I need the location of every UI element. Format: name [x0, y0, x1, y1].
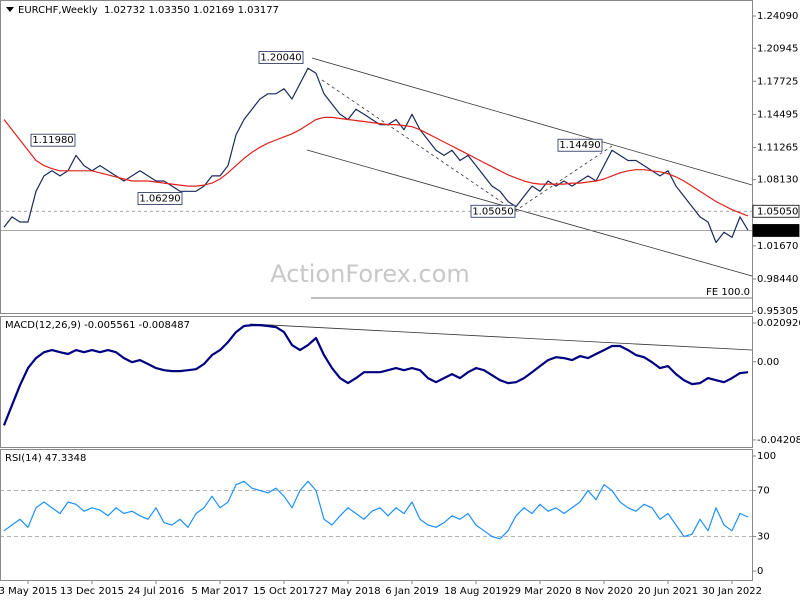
y-tick-label: 0.020926	[757, 318, 800, 329]
y-tick-label: 1.17725	[757, 76, 798, 87]
annotation-label: 1.14490	[559, 140, 600, 151]
price-label: 1.05050	[757, 206, 798, 217]
y-tick-label: 1.20945	[757, 43, 798, 54]
rsi-title: RSI(14) 47.3348	[5, 453, 86, 464]
projection-line	[321, 79, 516, 212]
fe-label: FE 100.0	[706, 287, 750, 298]
y-tick-label: 70	[757, 485, 770, 496]
x-tick-label: 8 Nov 2020	[575, 586, 633, 597]
y-tick-label: 1.11265	[757, 143, 798, 154]
price-label: 1.03177	[757, 225, 798, 236]
annotation-box	[557, 138, 603, 152]
price-title: EURCHF,Weekly 1.02732 1.03350 1.02169 1.…	[18, 5, 279, 16]
y-tick-label: -0.042089	[757, 435, 800, 446]
price-label-box	[752, 224, 800, 237]
annotation-label: 1.20040	[260, 53, 301, 64]
annotation-box	[30, 133, 76, 147]
x-tick-label: 29 Mar 2020	[508, 586, 571, 597]
y-tick-label: 0.98440	[757, 274, 798, 285]
y-tick-label: 100	[757, 451, 776, 462]
y-tick-label: 0.00	[757, 357, 779, 368]
watermark: ActionForex.com	[270, 260, 470, 288]
y-tick-label: 1.14495	[757, 109, 798, 120]
y-tick-label: 1.24090	[757, 11, 798, 22]
x-tick-label: 13 Dec 2015	[60, 586, 124, 597]
annotation-label: 1.11980	[32, 135, 73, 146]
macd-trendline	[249, 323, 753, 351]
x-tick-label: 3 May 2015	[0, 586, 57, 597]
x-tick-label: 6 Jan 2019	[385, 586, 439, 597]
x-tick-label: 15 Oct 2017	[253, 586, 315, 597]
price-label-box	[752, 204, 800, 218]
x-tick-label: 18 Aug 2019	[444, 586, 508, 597]
series-line	[3, 480, 749, 540]
x-tick-label: 30 Jan 2022	[702, 586, 762, 597]
rsi-panel	[0, 449, 753, 581]
x-tick-label: 5 Mar 2017	[191, 586, 248, 597]
macd-panel	[0, 316, 753, 448]
series-line	[3, 116, 749, 217]
annotation-label: 1.05050	[472, 206, 513, 217]
annotation-box	[470, 204, 516, 218]
series-line	[2, 324, 749, 426]
price-panel	[0, 0, 753, 314]
y-tick-label: 1.08130	[757, 175, 798, 186]
y-tick-label: 1.01670	[757, 241, 798, 252]
projection-line	[514, 145, 613, 212]
annotation-box	[258, 51, 304, 64]
y-tick-label: 0	[757, 566, 763, 577]
x-tick-label: 27 May 2018	[315, 586, 380, 597]
annotation-box	[137, 192, 183, 205]
macd-title: MACD(12,26,9) -0.005561 -0.008487	[5, 320, 190, 331]
y-tick-label: 0.95305	[757, 306, 798, 317]
series-line	[3, 67, 749, 244]
menu-icon	[6, 7, 14, 12]
x-tick-label: 20 Jun 2021	[638, 586, 698, 597]
annotation-label: 1.06290	[139, 194, 180, 205]
channel-upper	[311, 57, 753, 186]
x-tick-label: 24 Jul 2016	[128, 586, 185, 597]
y-tick-label: 30	[757, 532, 770, 543]
channel-lower	[306, 149, 753, 277]
